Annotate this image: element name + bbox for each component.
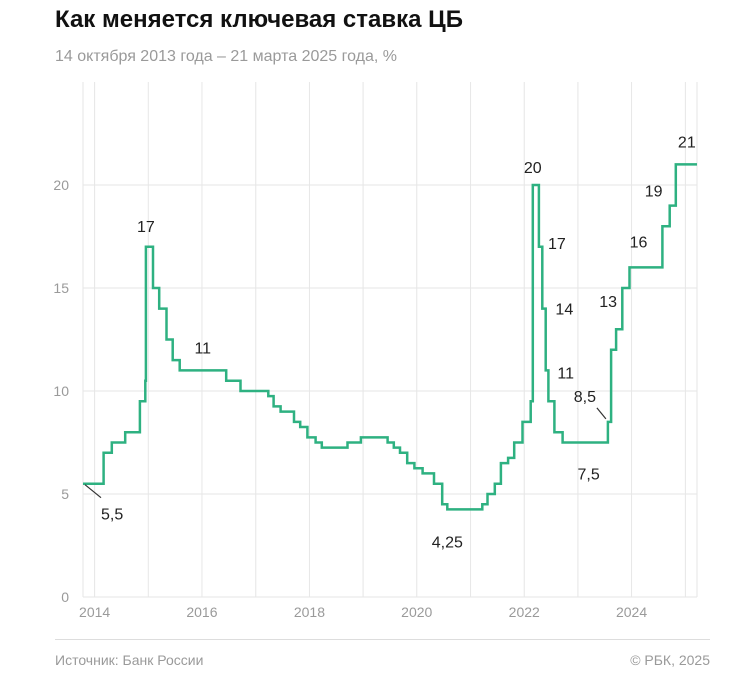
rate-annotation-label: 17	[137, 219, 155, 236]
source-note: Источник: Банк России	[55, 652, 204, 668]
x-tick-label: 2022	[509, 604, 540, 620]
rate-annotation-label: 5,5	[101, 507, 123, 524]
x-tick-label: 2024	[616, 604, 647, 620]
x-tick-label: 2020	[401, 604, 432, 620]
rate-annotation-label: 8,5	[574, 389, 596, 406]
y-tick-label: 15	[53, 280, 69, 296]
key-rate-series-line	[83, 163, 697, 511]
y-tick-label: 20	[53, 177, 69, 193]
rate-annotation-label: 11	[557, 365, 574, 382]
x-tick-label: 2018	[294, 604, 325, 620]
axis-layer: 0 5 10 15 20 2014 2016 2018 2020 2022 2024	[53, 177, 647, 620]
rate-annotation-label: 7,5	[577, 467, 599, 484]
grid-layer	[82, 82, 698, 598]
chart-title: Как меняется ключевая ставка ЦБ	[55, 6, 463, 33]
x-tick-label: 2016	[186, 604, 217, 620]
line-layer	[83, 163, 697, 511]
annotation-leader	[596, 407, 607, 420]
label-layer: 5,5 17 11 4,25 20 17 14 11 7,5 8,5 13 16 19 21	[84, 134, 696, 551]
rate-annotation-label: 17	[548, 236, 566, 253]
copyright-note: © РБК, 2025	[630, 652, 710, 668]
rate-annotation-label: 14	[555, 302, 573, 319]
y-tick-label: 0	[61, 589, 69, 605]
chart-subtitle: 14 октября 2013 года – 21 марта 2025 год…	[55, 48, 397, 65]
x-tick-label: 2014	[79, 604, 110, 620]
annotation-leader	[84, 484, 102, 499]
rate-annotation-label: 11	[194, 340, 211, 357]
rate-annotation-label: 4,25	[432, 534, 463, 551]
y-tick-label: 10	[53, 383, 69, 399]
rate-annotation-label: 21	[678, 134, 696, 151]
rate-annotation-label: 19	[645, 184, 663, 201]
footer-divider	[55, 639, 710, 640]
rate-annotation-label: 16	[630, 234, 648, 251]
rate-annotation-label: 13	[599, 294, 617, 311]
rate-annotation-label: 20	[524, 160, 542, 177]
y-tick-label: 5	[61, 486, 69, 502]
